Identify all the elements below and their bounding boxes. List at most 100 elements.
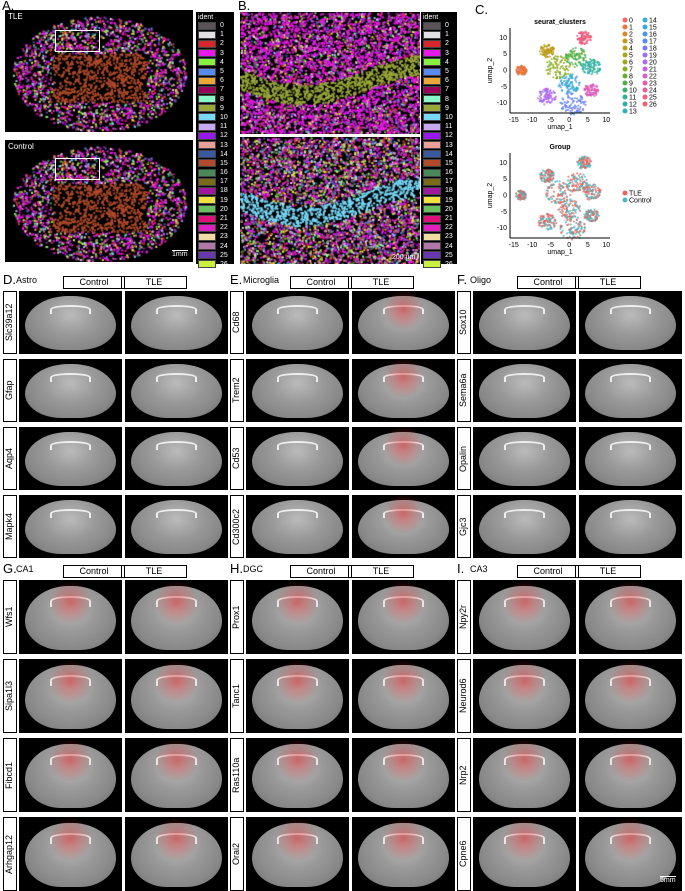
umap-point	[575, 88, 578, 92]
umap-point	[577, 231, 580, 234]
brain-section-control	[473, 427, 576, 490]
legend-marker	[642, 17, 648, 23]
umap-point	[570, 212, 573, 215]
umap-point	[550, 49, 553, 52]
umap-point	[577, 82, 581, 85]
umap-point	[588, 38, 592, 41]
legend-marker	[622, 87, 628, 93]
umap-point	[592, 186, 596, 189]
umap-point	[577, 104, 580, 107]
legend-label: 26	[649, 102, 657, 109]
umap-point	[566, 198, 569, 201]
umap-point	[569, 223, 573, 226]
umap-point	[597, 63, 600, 66]
umap-point	[543, 43, 546, 46]
legend-swatch	[423, 232, 441, 241]
hippocampus-outline	[49, 304, 92, 314]
umap-point	[572, 183, 575, 186]
legend-label: 10	[445, 113, 453, 121]
umap-point	[545, 100, 548, 104]
umap-point	[552, 222, 555, 225]
legend-swatch	[198, 251, 216, 260]
umap-point	[580, 102, 583, 105]
legend-item: 10	[198, 113, 232, 122]
panel-b-label: B.	[238, 0, 251, 13]
legend-item: 11	[423, 122, 455, 131]
umap-point	[546, 174, 550, 177]
umap-point	[551, 98, 554, 101]
umap-point	[590, 185, 593, 188]
umap-point	[567, 55, 571, 59]
umap-point	[586, 211, 589, 214]
legend-marker	[642, 87, 648, 93]
umap-point	[567, 72, 570, 75]
legend-marker	[642, 45, 648, 51]
umap-point	[584, 54, 587, 57]
legend-label: 12	[629, 102, 637, 109]
umap-point	[569, 189, 572, 193]
hippocampus-outline	[155, 440, 198, 450]
umap-point	[567, 108, 570, 112]
legend-item: 19	[198, 196, 232, 205]
legend-swatch	[423, 205, 441, 214]
umap-point	[568, 214, 571, 217]
expression-signal	[352, 817, 455, 891]
umap-point	[569, 54, 572, 57]
umap-point	[573, 203, 577, 206]
umap-point	[517, 70, 521, 74]
cell-type-label: DGC	[243, 564, 263, 574]
umap-point	[576, 34, 579, 37]
umap-point	[596, 72, 599, 75]
umap-point	[590, 190, 594, 193]
umap-point	[573, 97, 577, 100]
legend-marker	[622, 66, 628, 72]
gene-label: Tanc1	[230, 659, 244, 733]
umap-point	[586, 217, 590, 220]
umap-point	[544, 170, 547, 174]
umap-point	[562, 106, 565, 109]
legend-label: 20	[445, 205, 453, 213]
legend-label: 25	[649, 95, 657, 102]
x-axis-label: umap_1	[547, 249, 572, 256]
umap-point	[591, 211, 595, 214]
legend-label: 17	[649, 39, 657, 46]
umap-point	[561, 225, 564, 228]
x-axis-label: umap_1	[547, 124, 572, 131]
legend-item: 3	[423, 49, 455, 58]
umap-point	[552, 65, 555, 68]
umap-point	[564, 221, 567, 224]
umap-point	[591, 83, 595, 86]
umap-point	[590, 88, 594, 91]
umap-point	[553, 97, 556, 101]
umap-point	[565, 72, 568, 76]
umap-point	[586, 158, 589, 162]
cell-type-label: Oligo	[470, 275, 492, 285]
legend-marker	[622, 190, 628, 196]
legend-label: 5	[445, 68, 449, 76]
brain-section-control	[246, 659, 349, 733]
legend-item: 3	[198, 49, 232, 58]
brain-section-tle	[579, 580, 682, 654]
cluster-dots	[240, 12, 420, 134]
gene-label: Ras110a	[230, 738, 244, 812]
legend-swatch	[198, 30, 216, 39]
condition-header-tle: TLE	[575, 276, 641, 289]
umap-point	[524, 70, 527, 73]
brain-section-control	[19, 817, 122, 891]
hippocampus-outline	[49, 440, 92, 450]
brain-section-tle	[352, 817, 455, 891]
legend-swatch	[423, 58, 441, 67]
umap-point	[569, 109, 572, 113]
condition-header-control: Control	[517, 565, 579, 578]
legend-label: 13	[220, 141, 228, 149]
legend-item: 12	[423, 131, 455, 140]
legend-swatch	[423, 85, 441, 94]
umap-point	[588, 63, 591, 66]
umap-point	[594, 92, 598, 96]
umap-point	[594, 196, 597, 200]
umap-point	[566, 92, 569, 96]
umap-point	[562, 213, 565, 216]
condition-header-tle: TLE	[575, 565, 641, 578]
umap-point	[550, 184, 553, 187]
legend-item: 7	[423, 85, 455, 94]
